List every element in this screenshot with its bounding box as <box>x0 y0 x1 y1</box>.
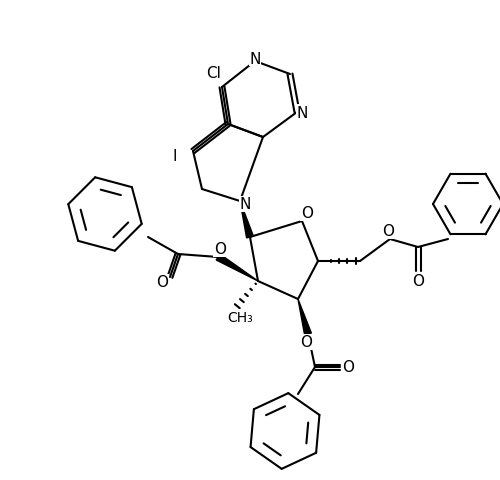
Text: CH₃: CH₃ <box>227 311 253 324</box>
Text: O: O <box>300 335 312 350</box>
Text: N: N <box>296 105 308 120</box>
Polygon shape <box>298 300 312 335</box>
Text: O: O <box>412 274 424 289</box>
Text: O: O <box>342 360 354 375</box>
Polygon shape <box>216 254 258 281</box>
Text: O: O <box>301 206 313 221</box>
Text: I: I <box>173 149 177 164</box>
Text: Cl: Cl <box>206 65 222 80</box>
Text: N: N <box>250 51 260 66</box>
Polygon shape <box>240 202 254 239</box>
Text: O: O <box>214 242 226 257</box>
Text: N: N <box>240 197 250 212</box>
Text: O: O <box>156 275 168 290</box>
Text: O: O <box>382 224 394 239</box>
